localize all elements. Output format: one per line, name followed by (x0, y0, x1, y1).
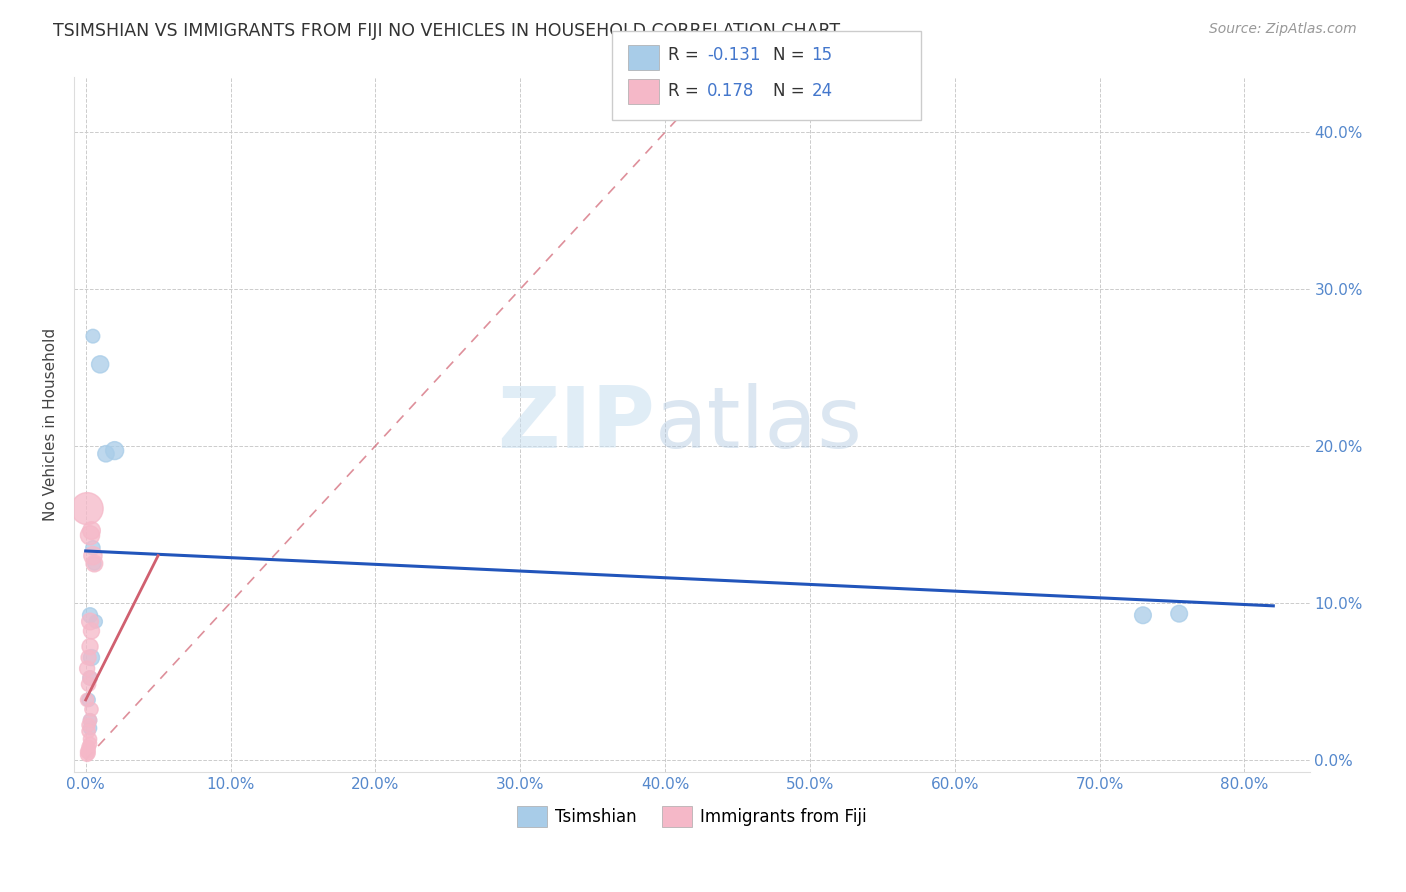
Point (1132, 608, 1154, 623)
Text: R =: R = (668, 82, 704, 100)
Y-axis label: No Vehicles in Household: No Vehicles in Household (44, 328, 58, 521)
Point (80, 650, 103, 665)
Point (82, 329, 104, 343)
Point (76, 747, 98, 762)
Point (79, 608, 101, 623)
Point (77, 743, 100, 757)
Point (79, 737, 101, 751)
Point (77, 718, 100, 732)
Point (89, 357, 111, 371)
Point (77, 739, 100, 754)
Point (76, 662, 98, 676)
Point (82, 549, 104, 563)
Point (1168, 607, 1191, 621)
Point (80, 524, 103, 538)
Point (77, 746, 100, 760)
Text: -0.131: -0.131 (707, 46, 761, 64)
Point (79, 714, 101, 728)
Point (79, 615, 101, 629)
Point (76, 693, 98, 707)
Point (84, 615, 107, 629)
Text: N =: N = (773, 46, 810, 64)
Point (83, 557, 105, 571)
Point (80, 624, 103, 638)
Text: 24: 24 (811, 82, 832, 100)
Point (77, 677, 100, 691)
Text: ZIP: ZIP (496, 384, 655, 467)
Point (79, 671, 101, 685)
Point (76, 745, 98, 759)
Point (79, 528, 101, 542)
Text: 15: 15 (811, 46, 832, 64)
Point (79, 721, 101, 735)
Text: N =: N = (773, 82, 810, 100)
Point (79, 640, 101, 654)
Point (79, 714, 101, 728)
Text: TSIMSHIAN VS IMMIGRANTS FROM FIJI NO VEHICLES IN HOUSEHOLD CORRELATION CHART: TSIMSHIAN VS IMMIGRANTS FROM FIJI NO VEH… (53, 22, 841, 40)
Point (77, 693, 100, 707)
Point (82, 541, 104, 555)
Point (94, 447, 117, 461)
Text: atlas: atlas (655, 384, 863, 467)
Text: R =: R = (668, 46, 704, 64)
Point (79, 732, 101, 747)
Text: Source: ZipAtlas.com: Source: ZipAtlas.com (1209, 22, 1357, 37)
Point (77, 650, 100, 665)
Legend: Tsimshian, Immigrants from Fiji: Tsimshian, Immigrants from Fiji (510, 799, 873, 833)
Point (104, 443, 127, 458)
Point (76, 501, 98, 516)
Point (77, 724, 100, 739)
Point (80, 702, 103, 716)
Point (79, 671, 101, 685)
Text: 0.178: 0.178 (707, 82, 755, 100)
Point (83, 557, 105, 571)
